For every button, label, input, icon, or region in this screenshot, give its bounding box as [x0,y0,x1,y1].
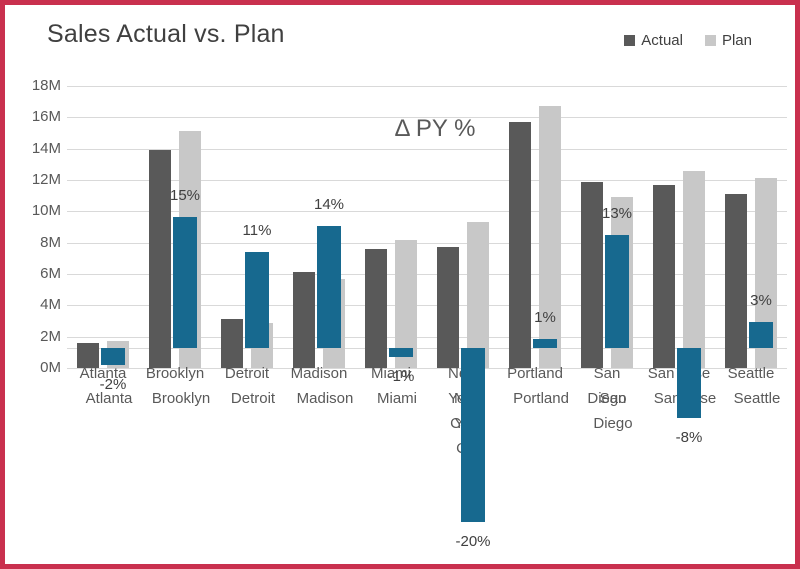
delta-bar [533,339,557,348]
delta-bar [101,348,125,365]
legend-swatch-actual-icon [624,35,636,46]
delta-bar [389,348,413,357]
y-axis-tick-label: 0M [40,359,61,376]
gridline [67,368,787,369]
x-axis-label-overlay: San Diego [593,390,633,432]
x-axis-label-overlay: Portland [513,390,569,407]
y-axis-tick-label: 4M [40,296,61,314]
delta-value-label: -1% [387,368,415,385]
chart-title: Sales Actual vs. Plan [47,20,285,48]
actual-bar [77,343,99,368]
secondary-series-title: Δ PY % [365,115,505,143]
x-axis-label-overlay: Seattle [733,390,781,407]
gridline [67,336,787,338]
gridline [67,211,787,213]
x-axis-label-overlay: Brooklyn [151,390,211,407]
delta-value-label: 3% [750,292,772,309]
x-axis-label: Madison [290,365,348,382]
x-axis-label-overlay: Atlanta [85,390,133,407]
legend-swatch-plan-icon [704,35,716,46]
plan-bar [683,171,705,368]
delta-bar [677,348,701,418]
actual-bar [365,249,387,368]
delta-value-label: -2% [99,376,127,393]
gridline [67,242,787,244]
actual-bar [653,185,675,368]
legend-item-actual: Actual [624,32,683,49]
gridline [67,180,787,181]
gridline [67,305,787,307]
plan-bar [755,178,777,368]
x-axis-label-overlay: Madison [296,390,354,407]
actual-bar [725,194,747,368]
gridline [67,86,787,87]
delta-value-label: 13% [601,205,633,222]
y-axis-tick-label: 12M [31,171,61,188]
plan-bar [467,222,489,368]
delta-bar [173,217,197,348]
x-axis-label: Detroit [224,365,270,382]
delta-bar [317,226,341,348]
y-axis-tick-label: 18M [31,77,61,94]
x-axis-label-overlay: Detroit [230,390,276,407]
x-axis-label-overlay: Miami [377,390,417,407]
plan-bar [395,240,417,368]
gridline [67,274,787,275]
gridline [67,148,787,150]
actual-bar [509,122,531,368]
x-axis-label: Miami [371,365,411,382]
delta-value-label: 15% [169,187,201,204]
delta-bar [461,348,485,522]
delta-value-label: -8% [675,429,703,446]
delta-value-label: 11% [242,222,272,239]
actual-bar [581,182,603,368]
y-axis-tick-label: 10M [31,202,61,220]
delta-value-label: -20% [455,533,491,550]
y-axis-tick-label: 2M [40,327,61,345]
legend-item-plan: Plan [704,32,752,49]
x-axis-label: Portland [507,365,563,382]
y-axis-tick-label: 6M [40,265,61,282]
actual-bar [149,150,171,368]
secondary-axis-zero-line [67,348,787,349]
x-axis-label: San Diego [587,365,627,407]
legend-label-plan: Plan [721,32,752,49]
x-axis-label: Atlanta [79,365,127,382]
gridline [67,117,787,119]
legend-label-actual: Actual [641,32,683,49]
delta-bar [605,235,629,348]
x-axis-label: Seattle [727,365,775,382]
x-axis-label: Brooklyn [145,365,205,382]
delta-bar [245,252,269,348]
legend: Actual Plan [624,32,752,49]
y-axis-tick-label: 14M [31,139,61,157]
delta-bar [749,322,773,348]
y-axis-tick-label: 8M [40,233,61,251]
plot-area: 18M 16M 14M 12M 10M 8M 6M 4M 2M 0M -2% Atlanta Atlan… [5,5,795,564]
plan-bar [539,106,561,368]
actual-bar [437,247,459,368]
delta-value-label: 1% [534,309,556,326]
y-axis-tick-label: 16M [31,108,61,126]
actual-bar [221,319,243,368]
delta-value-label: 14% [313,196,345,213]
actual-bar [293,272,315,368]
